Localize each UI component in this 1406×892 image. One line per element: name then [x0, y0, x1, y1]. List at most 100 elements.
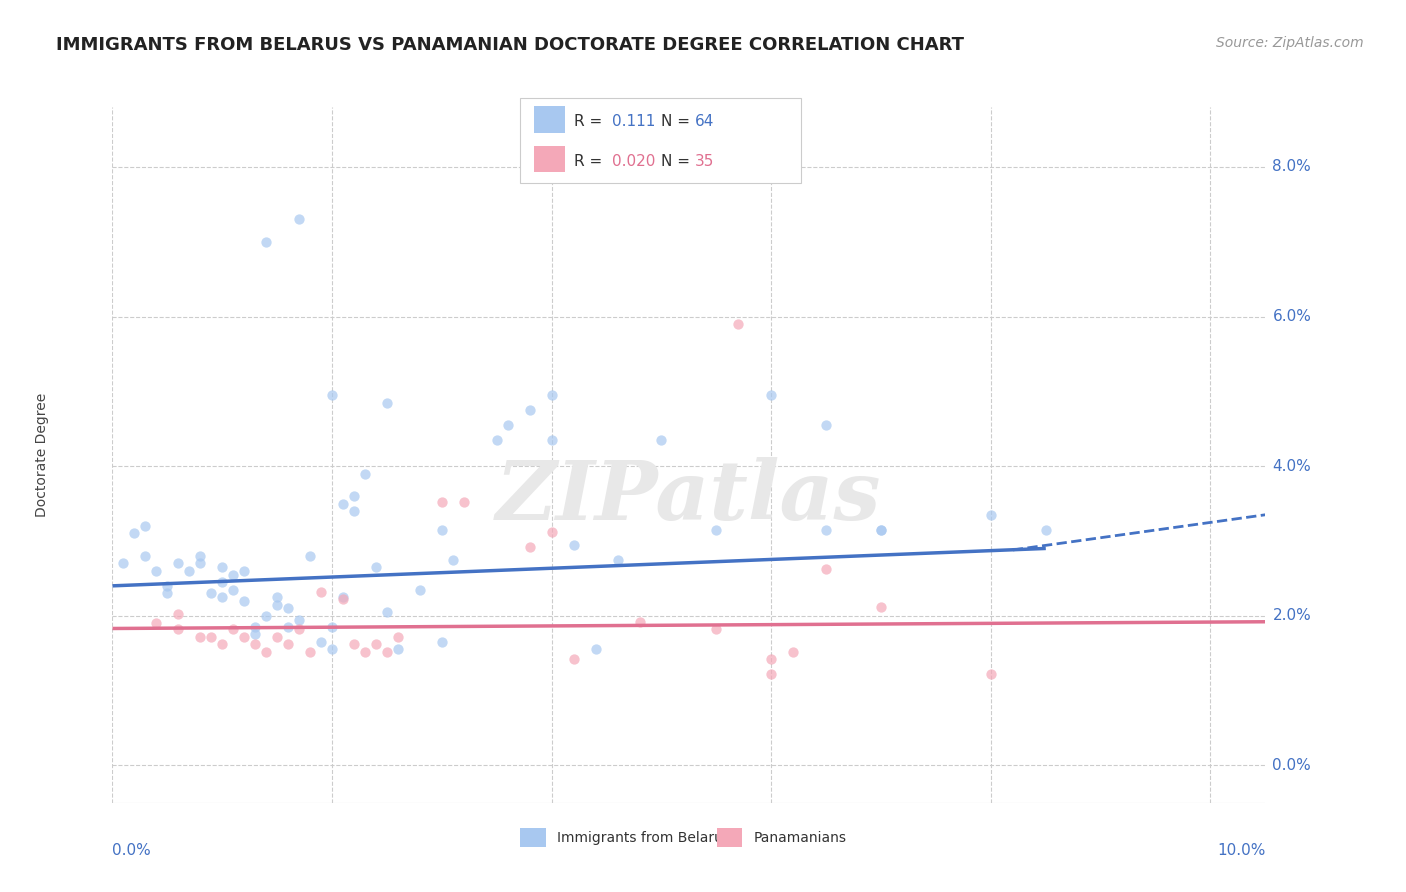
Text: N =: N =	[661, 154, 690, 169]
Point	[200, 586, 222, 600]
Point	[980, 508, 1002, 522]
Point	[540, 388, 562, 402]
Point	[430, 523, 453, 537]
Text: Source: ZipAtlas.com: Source: ZipAtlas.com	[1216, 36, 1364, 50]
Point	[409, 582, 432, 597]
Point	[245, 637, 267, 651]
Point	[266, 630, 288, 644]
Point	[387, 642, 409, 657]
Point	[211, 590, 233, 604]
Point	[124, 526, 146, 541]
Point	[332, 497, 354, 511]
Point	[145, 616, 167, 631]
Point	[727, 317, 749, 331]
Point	[364, 637, 387, 651]
Text: 0.0%: 0.0%	[112, 843, 152, 858]
Text: ZIPatlas: ZIPatlas	[496, 457, 882, 537]
Point	[266, 590, 288, 604]
Point	[815, 417, 838, 432]
Text: 35: 35	[695, 154, 714, 169]
Point	[519, 403, 541, 417]
Point	[299, 549, 322, 563]
Point	[211, 560, 233, 574]
Point	[112, 557, 135, 571]
Point	[309, 635, 332, 649]
Text: 4.0%: 4.0%	[1272, 458, 1312, 474]
Point	[188, 630, 211, 644]
Point	[288, 622, 311, 636]
Point	[706, 523, 728, 537]
Point	[540, 433, 562, 447]
Text: R =: R =	[574, 154, 602, 169]
Point	[200, 630, 222, 644]
Point	[870, 599, 893, 614]
Point	[782, 645, 804, 659]
Point	[585, 642, 607, 657]
Point	[167, 607, 190, 622]
Point	[562, 652, 585, 666]
Point	[540, 524, 562, 539]
Point	[156, 586, 179, 600]
Point	[761, 667, 783, 681]
Point	[870, 523, 893, 537]
Point	[211, 637, 233, 651]
Point	[245, 620, 267, 634]
Text: 8.0%: 8.0%	[1272, 160, 1312, 175]
Point	[299, 645, 322, 659]
Point	[167, 557, 190, 571]
Point	[628, 615, 651, 629]
Point	[188, 549, 211, 563]
Point	[254, 235, 277, 249]
Point	[354, 645, 377, 659]
Point	[233, 630, 256, 644]
Text: Immigrants from Belarus: Immigrants from Belarus	[557, 831, 730, 846]
Point	[430, 495, 453, 509]
Point	[254, 608, 277, 623]
Point	[430, 635, 453, 649]
Point	[167, 622, 190, 636]
Point	[277, 620, 299, 634]
Point	[288, 212, 311, 227]
Text: Panamanians: Panamanians	[754, 831, 846, 846]
Point	[354, 467, 377, 481]
Point	[134, 549, 156, 563]
Point	[980, 667, 1002, 681]
Point	[343, 489, 366, 503]
Point	[375, 395, 398, 409]
Point	[606, 552, 628, 566]
Point	[453, 495, 475, 509]
Point	[288, 613, 311, 627]
Point	[485, 433, 508, 447]
Point	[145, 564, 167, 578]
Point	[321, 620, 343, 634]
Point	[387, 630, 409, 644]
Point	[706, 622, 728, 636]
Point	[277, 601, 299, 615]
Text: 0.0%: 0.0%	[1272, 758, 1312, 772]
Point	[375, 645, 398, 659]
Point	[222, 622, 245, 636]
Point	[233, 594, 256, 608]
Point	[815, 523, 838, 537]
Point	[134, 519, 156, 533]
Point	[332, 590, 354, 604]
Point	[1035, 523, 1057, 537]
Point	[343, 637, 366, 651]
Text: Doctorate Degree: Doctorate Degree	[35, 392, 49, 517]
Point	[761, 388, 783, 402]
Point	[321, 642, 343, 657]
Text: N =: N =	[661, 114, 690, 129]
Text: 2.0%: 2.0%	[1272, 608, 1312, 624]
Point	[496, 417, 519, 432]
Point	[233, 564, 256, 578]
Text: 10.0%: 10.0%	[1218, 843, 1265, 858]
Point	[211, 575, 233, 590]
Point	[188, 557, 211, 571]
Text: 64: 64	[695, 114, 714, 129]
Point	[375, 605, 398, 619]
Point	[343, 504, 366, 518]
Point	[562, 538, 585, 552]
Text: 0.111: 0.111	[612, 114, 655, 129]
Point	[441, 552, 464, 566]
Point	[179, 564, 201, 578]
